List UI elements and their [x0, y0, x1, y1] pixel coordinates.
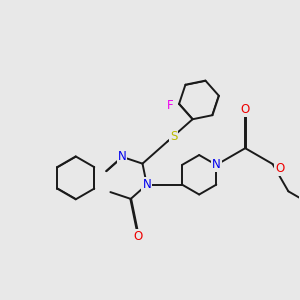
Text: F: F	[167, 99, 173, 112]
Text: N: N	[212, 158, 220, 171]
Text: N: N	[142, 178, 151, 191]
Text: O: O	[275, 162, 284, 175]
Text: N: N	[118, 150, 127, 163]
Text: S: S	[170, 130, 177, 142]
Text: O: O	[134, 230, 143, 243]
Text: O: O	[241, 103, 250, 116]
